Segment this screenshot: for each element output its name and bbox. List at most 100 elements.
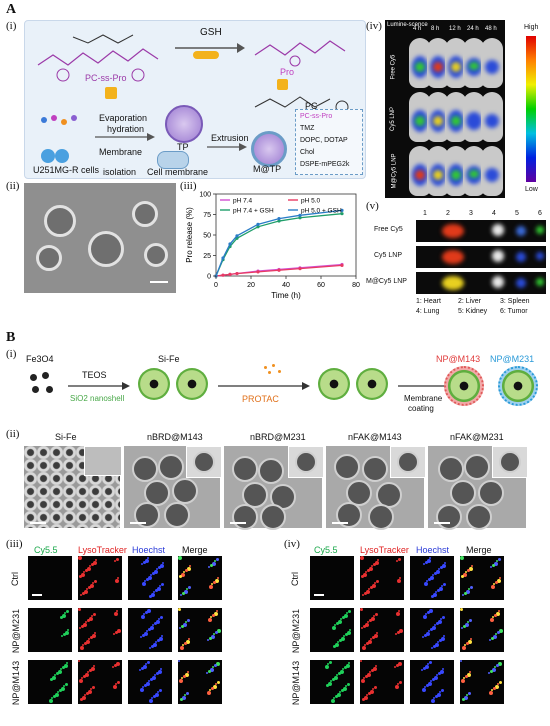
row-label: M@Cy5 LNP xyxy=(391,153,398,189)
panel-label-a: A xyxy=(6,2,17,17)
cell-dot xyxy=(421,669,423,671)
cell-dot xyxy=(464,592,467,595)
cell-dot xyxy=(81,625,84,628)
cell-dot xyxy=(79,627,81,629)
protac-label: PROTAC xyxy=(242,394,279,404)
cell-dot xyxy=(499,577,501,579)
mouse xyxy=(481,146,503,196)
legend-label: pH 7.4 xyxy=(233,198,253,205)
confocal-tile xyxy=(128,608,172,652)
cell-dot xyxy=(426,632,430,636)
cell-dot xyxy=(372,584,376,588)
cell-dot xyxy=(114,612,118,616)
cell-dot xyxy=(433,593,437,597)
cell-dot xyxy=(336,622,339,625)
confocal-tile xyxy=(28,608,72,652)
cell-dot xyxy=(340,618,342,620)
cell-dot xyxy=(144,580,146,582)
mouse xyxy=(427,38,449,88)
cell-dot xyxy=(398,558,401,561)
cell-dot xyxy=(370,638,372,640)
cell-dot xyxy=(151,645,154,648)
cell-dot xyxy=(372,636,375,639)
subpanel-label-b-i: (i) xyxy=(6,348,17,360)
cell-dot xyxy=(370,586,373,589)
cell-dot xyxy=(208,670,211,673)
legend-item: Chol xyxy=(300,149,315,156)
cell-dot xyxy=(181,625,184,628)
cell-dot xyxy=(210,564,213,567)
cell-dot xyxy=(116,610,118,612)
cell-dot xyxy=(343,687,347,691)
arrow-extrusion xyxy=(207,143,247,151)
cell-dot xyxy=(182,592,185,595)
organ-legend: 1: Heart xyxy=(416,298,441,305)
cell-dot xyxy=(333,645,336,648)
cell-dot xyxy=(465,675,468,678)
cell-dot xyxy=(363,677,365,679)
cell-dot xyxy=(337,693,341,697)
cell-dot xyxy=(332,626,336,630)
cell-dot xyxy=(493,635,497,639)
cell-dot xyxy=(465,571,467,573)
subpanel-label-a-v: (v) xyxy=(366,200,379,212)
cell-dot xyxy=(375,561,379,565)
cell-dot xyxy=(374,634,378,638)
y-tick-label: 50 xyxy=(203,233,211,240)
cell-dot xyxy=(147,557,149,559)
confocal-col: Hoechst xyxy=(416,545,450,555)
scale-bar xyxy=(130,522,146,524)
cell-dot xyxy=(80,646,84,650)
legend-label: pH 5.0 + GSH xyxy=(301,208,342,215)
y-tick-label: 0 xyxy=(207,274,211,281)
cell-dot xyxy=(488,672,490,674)
cell-dot xyxy=(442,668,444,670)
si-fe-particle xyxy=(176,368,208,400)
cell-dot xyxy=(396,664,399,667)
cell-dot xyxy=(367,621,369,623)
cell-dot xyxy=(374,582,376,584)
cell-dot xyxy=(367,569,370,572)
cell-dot xyxy=(427,611,430,614)
cell-dot xyxy=(159,689,162,692)
extrusion-label: Extrusion xyxy=(211,133,249,143)
confocal-tile xyxy=(410,556,454,600)
x-tick-label: 80 xyxy=(352,282,360,289)
cell-dot xyxy=(186,640,190,644)
arrow-teos xyxy=(68,382,130,390)
cell-dot xyxy=(152,572,155,575)
cell-dot xyxy=(212,614,215,617)
confocal-row: NP@M231 xyxy=(11,608,22,654)
cell-dot xyxy=(490,670,493,673)
cell-dot xyxy=(496,612,500,616)
tem-title: nFAK@M143 xyxy=(348,432,402,442)
organ-strip xyxy=(416,220,546,242)
cell-dot xyxy=(345,633,348,636)
cell-dot xyxy=(85,673,89,677)
cell-dot xyxy=(434,624,436,626)
cell-dot xyxy=(434,572,437,575)
cell-dot xyxy=(437,641,439,643)
cell-dot xyxy=(83,675,86,678)
scale-bar xyxy=(150,281,168,283)
cell-dot xyxy=(430,680,432,682)
cell-dot xyxy=(496,664,499,667)
cell-dot xyxy=(211,583,213,585)
coating-label-2: coating xyxy=(408,404,434,413)
data-point xyxy=(228,272,232,276)
cell-dot xyxy=(153,695,156,698)
cell-dot xyxy=(491,689,493,691)
pro-label: Pro xyxy=(280,67,295,77)
cell-dot xyxy=(88,638,90,640)
x-tick-label: 20 xyxy=(247,282,255,289)
cell-dot xyxy=(92,634,96,638)
cell-dot xyxy=(64,612,66,614)
pc-ss-pro-molecule xyxy=(37,34,159,82)
cell-dot xyxy=(79,679,83,683)
cell-dot xyxy=(399,629,403,633)
tem-title: Si-Fe xyxy=(55,432,77,442)
cell-dot xyxy=(154,674,156,676)
cell-dot xyxy=(366,642,369,645)
cell-dot xyxy=(94,632,96,634)
col-label: 48 h xyxy=(485,26,497,32)
